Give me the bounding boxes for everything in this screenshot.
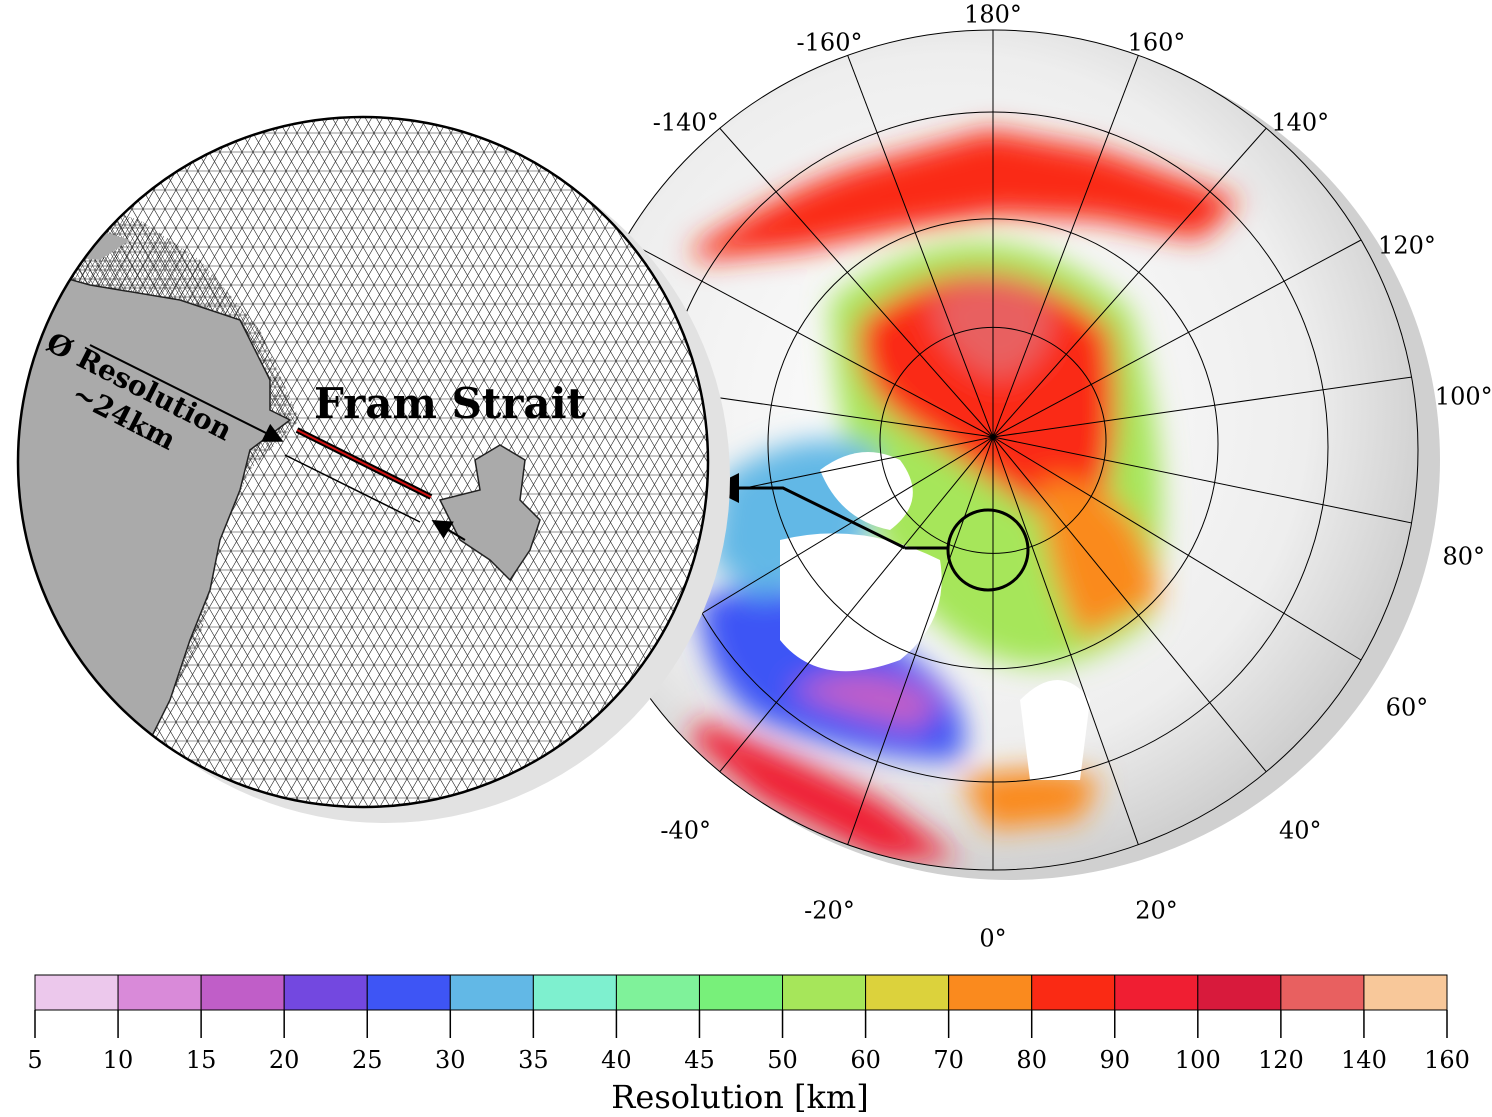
meridian-label: 100° (1435, 382, 1492, 410)
colorbar-segment (783, 975, 866, 1010)
colorbar-tick-label: 45 (684, 1046, 715, 1074)
colorbar-segment (1198, 975, 1281, 1010)
meridian-label: 40° (1279, 816, 1322, 844)
meridian-label: 60° (1386, 694, 1429, 722)
colorbar-segment (616, 975, 699, 1010)
meridian-label: 0° (979, 925, 1006, 953)
colorbar-segment (450, 975, 533, 1010)
colorbar-tick-label: 160 (1424, 1046, 1470, 1074)
colorbar-segment (1281, 975, 1364, 1010)
colorbar-tick-label: 35 (518, 1046, 549, 1074)
colorbar: 5 10 15 20 25 30 35 40 45 50 60 70 80 90 100 120 140 160 R… (27, 975, 1470, 1116)
colorbar-segment (1032, 975, 1115, 1010)
colorbar-segment (1364, 975, 1447, 1010)
colorbar-tick-label: 10 (103, 1046, 134, 1074)
colorbar-tick-label: 140 (1341, 1046, 1387, 1074)
colorbar-tick-label: 90 (1099, 1046, 1130, 1074)
meridian-label: 120° (1378, 232, 1436, 260)
meridian-label: -40° (660, 816, 711, 844)
colorbar-tick-label: 60 (850, 1046, 881, 1074)
meridian-label: 160° (1128, 28, 1186, 56)
colorbar-tick-label: 120 (1258, 1046, 1304, 1074)
figure: 180°-160°160°-140°140°120°100°80°60°-40°… (0, 0, 1492, 1117)
meridian-label: 140° (1271, 109, 1329, 137)
colorbar-tick-label: 100 (1175, 1046, 1221, 1074)
colorbar-tick-label: 70 (933, 1046, 964, 1074)
colorbar-tick-label: 50 (767, 1046, 798, 1074)
colorbar-tick-label: 30 (435, 1046, 466, 1074)
colorbar-segment (699, 975, 782, 1010)
colorbar-segment (35, 975, 118, 1010)
inset-title: Fram Strait (314, 379, 587, 428)
colorbar-segment (201, 975, 284, 1010)
meridian-label: 180° (964, 1, 1022, 29)
meridian-label: -20° (804, 897, 855, 925)
inset: Fram Strait Ø Resolution ~24km (0, 100, 730, 823)
colorbar-segment (949, 975, 1032, 1010)
colorbar-tick-label: 25 (352, 1046, 383, 1074)
colorbar-tick-label: 20 (269, 1046, 300, 1074)
meridian-label: 20° (1135, 897, 1178, 925)
colorbar-segment (367, 975, 450, 1010)
colorbar-segment (533, 975, 616, 1010)
colorbar-segment (866, 975, 949, 1010)
colorbar-tick-label: 40 (601, 1046, 632, 1074)
colorbar-segment (1115, 975, 1198, 1010)
colorbar-label: Resolution [km] (611, 1078, 868, 1116)
colorbar-segment (284, 975, 367, 1010)
meridian-label: -160° (797, 28, 863, 56)
meridian-label: 80° (1442, 543, 1485, 571)
colorbar-tick-label: 5 (27, 1046, 42, 1074)
colorbar-segment (118, 975, 201, 1010)
colorbar-tick-label: 80 (1016, 1046, 1047, 1074)
meridian-label: -140° (653, 109, 719, 137)
colorbar-tick-label: 15 (186, 1046, 217, 1074)
